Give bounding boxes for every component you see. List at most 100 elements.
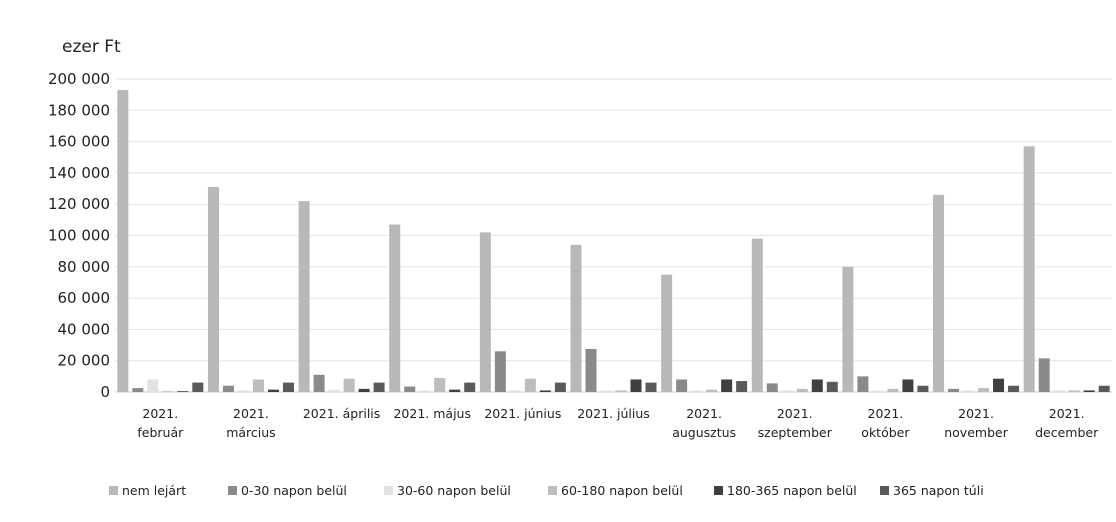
bar-0-30-napon-belül-8 [857,376,869,392]
legend: nem lejárt 0-30 napon belül 30-60 napon be… [109,483,984,498]
bar-60-180-napon-belül-9 [978,388,990,392]
bar-0-30-napon-belül-6 [676,379,688,392]
x-axis-categories: 2021. február 2021. március 2021. április 202… [137,406,1099,440]
x-category-label: december [1035,425,1099,440]
bar-60-180-napon-belül-2 [343,378,355,392]
x-category-label: 2021. június [484,406,561,421]
bar-180-365-napon-belül-4 [539,390,551,392]
bar-nem-lejárt-10 [1023,146,1035,392]
y-axis-label: ezer Ft [62,37,121,57]
bar-nem-lejárt-1 [207,186,219,392]
x-category-label: augusztus [672,425,736,440]
bar-60-180-napon-belül-8 [887,388,899,392]
x-category-label: 2021. május [393,406,471,421]
bar-60-180-napon-belül-10 [1068,390,1080,392]
legend-label: 365 napon túli [893,483,984,498]
bar-365-napon-túli-8 [917,385,929,392]
legend-label: nem lejárt [122,483,186,498]
bar-365-napon-túli-9 [1008,385,1020,392]
bar-60-180-napon-belül-3 [434,377,446,392]
legend-swatch [384,486,393,495]
bar-365-napon-túli-0 [192,382,204,392]
bar-0-30-napon-belül-0 [132,388,144,392]
bar-30-60-napon-belül-1 [237,390,249,392]
legend-swatch [228,486,237,495]
legend-swatch [548,486,557,495]
bar-0-30-napon-belül-1 [222,385,234,392]
bar-365-napon-túli-1 [282,382,294,392]
x-category-label: 2021. [142,406,178,421]
bar-nem-lejárt-2 [298,201,310,392]
bar-30-60-napon-belül-5 [600,390,612,392]
x-category-label: 2021. [686,406,722,421]
bar-365-napon-túli-3 [464,382,476,392]
bar-30-60-napon-belül-3 [419,390,431,392]
y-tick-label: 60 000 [58,289,111,307]
x-category-label: október [861,425,910,440]
bar-0-30-napon-belül-2 [313,374,325,392]
bar-180-365-napon-belül-1 [267,389,279,392]
bar-180-365-napon-belül-8 [902,379,914,392]
bar-30-60-napon-belül-4 [509,390,521,392]
bar-nem-lejárt-0 [117,89,129,392]
bar-0-30-napon-belül-3 [404,386,416,392]
bar-30-60-napon-belül-10 [1053,390,1065,392]
x-category-label: 2021. [777,406,813,421]
legend-label: 30-60 napon belül [397,483,511,498]
y-tick-label: 200 000 [48,70,110,88]
bar-30-60-napon-belül-0 [147,379,159,392]
gridlines [115,78,1112,393]
bar-60-180-napon-belül-5 [615,390,627,392]
y-tick-label: 160 000 [48,133,110,151]
bar-365-napon-túli-10 [1098,385,1110,392]
x-category-label: 2021. április [303,406,380,421]
bar-nem-lejárt-5 [570,244,582,392]
bar-nem-lejárt-9 [933,194,945,392]
bar-180-365-napon-belül-10 [1083,390,1095,392]
legend-label: 60-180 napon belül [561,483,683,498]
bar-30-60-napon-belül-2 [328,389,340,392]
bar-180-365-napon-belül-0 [177,391,189,392]
x-category-label: 2021. [958,406,994,421]
bar-180-365-napon-belül-5 [630,379,642,392]
legend-label: 0-30 napon belül [241,483,347,498]
bar-30-60-napon-belül-6 [691,390,703,392]
bar-nem-lejárt-8 [842,266,854,392]
x-category-label: február [137,425,184,440]
y-tick-label: 20 000 [58,352,111,370]
bars [117,89,1110,392]
bar-180-365-napon-belül-3 [449,389,461,392]
bar-30-60-napon-belül-7 [781,390,793,392]
x-category-label: november [944,425,1008,440]
bar-nem-lejárt-7 [751,238,763,392]
bar-0-30-napon-belül-7 [766,383,778,392]
x-category-label: 2021. [1049,406,1085,421]
bar-180-365-napon-belül-6 [721,379,733,392]
legend-label: 180-365 napon belül [727,483,857,498]
bar-180-365-napon-belül-2 [358,388,370,392]
y-axis-ticks: 200 000 180 000 160 000 140 000 120 000 100 0… [48,70,110,401]
bar-60-180-napon-belül-1 [252,379,264,392]
x-category-label: március [226,425,275,440]
x-category-label: 2021. [868,406,904,421]
bar-180-365-napon-belül-7 [811,379,823,392]
bar-60-180-napon-belül-4 [524,378,536,392]
y-tick-label: 80 000 [58,258,111,276]
bar-365-napon-túli-7 [826,381,838,392]
y-tick-label: 0 [100,383,110,401]
bar-0-30-napon-belül-9 [948,388,960,392]
bar-365-napon-túli-4 [554,382,566,392]
x-category-label: 2021. [233,406,269,421]
bar-nem-lejárt-6 [661,274,673,392]
x-category-label: szeptember [758,425,833,440]
bar-365-napon-túli-2 [373,382,385,392]
bar-365-napon-túli-6 [736,381,748,392]
bar-180-365-napon-belül-9 [993,378,1005,392]
y-tick-label: 180 000 [48,101,110,119]
legend-swatch [880,486,889,495]
y-tick-label: 100 000 [48,227,110,245]
y-tick-label: 120 000 [48,195,110,213]
legend-swatch [109,486,118,495]
bar-0-30-napon-belül-5 [585,348,597,392]
